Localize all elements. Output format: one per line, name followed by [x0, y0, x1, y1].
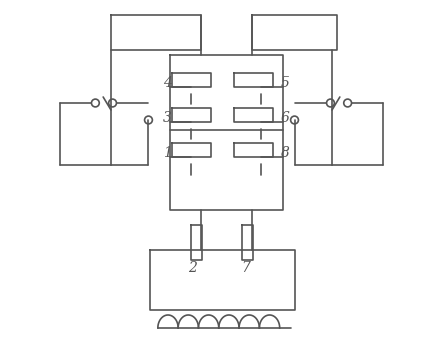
- Text: 4: 4: [163, 76, 171, 90]
- Text: 5: 5: [281, 76, 290, 90]
- Text: 2: 2: [189, 261, 198, 275]
- Text: 7: 7: [241, 261, 250, 275]
- Text: 1: 1: [163, 146, 171, 160]
- Text: 6: 6: [281, 111, 290, 125]
- Text: 3: 3: [163, 111, 171, 125]
- Text: 8: 8: [281, 146, 290, 160]
